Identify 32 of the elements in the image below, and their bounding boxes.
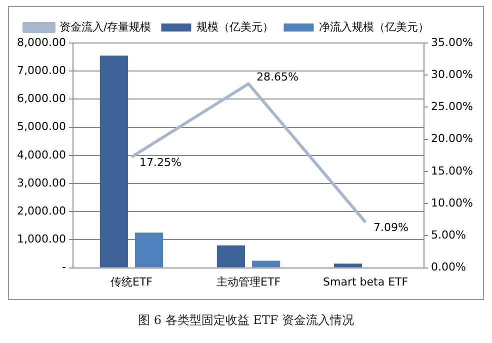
y-tick-label: 2,000.00: [17, 204, 66, 218]
y2-tick-label: 10.00%: [431, 196, 474, 210]
y-tick-label: 3,000.00: [17, 176, 66, 190]
y2-tick-label: 15.00%: [431, 164, 474, 178]
caption: 图 6 各类型固定收益 ETF 资金流入情况: [137, 312, 355, 329]
y-tick-label: 5,000.00: [17, 120, 66, 134]
y-tick-label: 4,000.00: [17, 148, 66, 162]
y2-tick-label: 25.00%: [431, 100, 474, 114]
x-tick-label: 传统ETF: [110, 275, 152, 288]
y-tick-label: 1,000.00: [17, 232, 66, 246]
data-label: 7.09%: [374, 221, 408, 234]
legend-label: 规模（亿美元）: [196, 20, 274, 34]
y2-tick-label: 0.00%: [431, 260, 466, 274]
data-label: 28.65%: [256, 70, 298, 84]
legend-label: 净流入规模（亿美元）: [319, 20, 430, 34]
legend-label: 资金流入/存量规模: [60, 20, 152, 34]
y2-tick-label: 5.00%: [431, 228, 466, 242]
y-tick-label: 8,000.00: [17, 36, 66, 49]
y2-tick-label: 30.00%: [431, 68, 474, 81]
y-tick-label: -: [62, 260, 66, 274]
bar: [135, 232, 164, 268]
bar: [334, 264, 362, 268]
bar: [100, 56, 128, 268]
x-tick-label: Smart beta ETF: [323, 275, 408, 288]
x-tick-label: 主动管理ETF: [216, 275, 281, 288]
bar: [216, 245, 246, 268]
y2-tick-label: 35.00%: [431, 36, 474, 49]
y-tick-label: 7,000.00: [17, 64, 66, 77]
data-label: 17.25%: [139, 156, 182, 169]
y2-tick-label: 20.00%: [431, 132, 474, 146]
y-tick-label: 6,000.00: [17, 92, 66, 106]
bar: [252, 260, 280, 268]
